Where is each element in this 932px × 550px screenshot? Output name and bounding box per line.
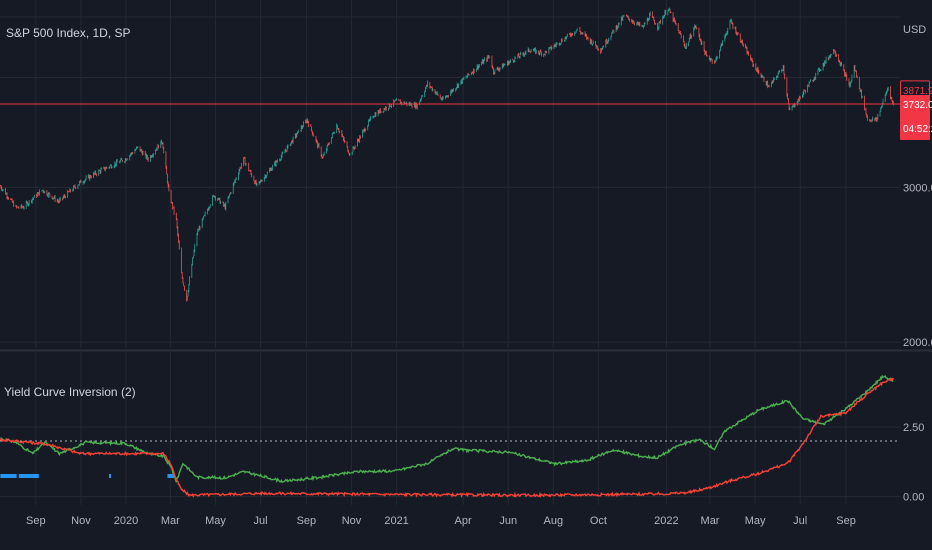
currency-label: USD <box>903 24 926 36</box>
inversion-marker <box>0 474 17 478</box>
time-tick-label: May <box>745 515 766 527</box>
time-tick-label: Sep <box>836 515 856 527</box>
time-tick-label: Jul <box>793 515 807 527</box>
time-tick-label: Sep <box>26 515 46 527</box>
price-tick-label: 3000.00 <box>903 182 932 194</box>
price-legend-title: S&P 500 Index, 1D, SP <box>6 26 131 40</box>
price-series <box>0 7 900 302</box>
marker-bars <box>0 474 175 478</box>
bar-countdown-label: 04:52:25 <box>903 124 932 135</box>
inversion-marker <box>109 474 112 478</box>
indicator-series <box>0 374 894 499</box>
inversion-marker <box>167 474 175 478</box>
time-tick-label: Sep <box>297 515 317 527</box>
time-tick-label: Mar <box>701 515 720 527</box>
time-tick-label: Jun <box>499 515 517 527</box>
indicator-tick-label: 2.50 <box>903 422 924 434</box>
indicator-legend-title: Yield Curve Inversion (2) <box>4 385 136 399</box>
price-axis[interactable]: USD 2000.00 3000.00 3871.97 3732.02 04:52:25 <box>900 24 932 349</box>
price-grid <box>0 0 900 348</box>
current-price-label: 3732.02 <box>903 100 932 111</box>
inversion-marker <box>18 474 39 478</box>
time-tick-label: Oct <box>590 515 607 527</box>
indicator-grid <box>0 352 900 505</box>
indicator-line-red <box>0 377 894 499</box>
current-price-badge <box>900 94 930 140</box>
time-tick-label: Jul <box>254 515 268 527</box>
price-tick-label: 2000.00 <box>903 337 932 349</box>
time-tick-label: Apr <box>455 515 472 527</box>
time-tick-label: 2021 <box>384 515 408 527</box>
time-axis[interactable]: Sep Nov 2020 Mar May Jul Sep Nov 2021 Apr Jun Aug Oc… <box>26 515 856 527</box>
indicator-tick-label: 0.00 <box>903 492 924 504</box>
time-tick-label: May <box>205 515 226 527</box>
time-tick-label: Mar <box>161 515 180 527</box>
indicator-axis[interactable]: 0.00 2.50 <box>903 422 924 504</box>
high-price-label: 3871.97 <box>903 86 932 97</box>
time-tick-label: Nov <box>71 515 91 527</box>
time-tick-label: Nov <box>342 515 362 527</box>
time-tick-label: 2020 <box>114 515 138 527</box>
time-tick-label: 2022 <box>654 515 678 527</box>
time-tick-label: Aug <box>544 515 564 527</box>
